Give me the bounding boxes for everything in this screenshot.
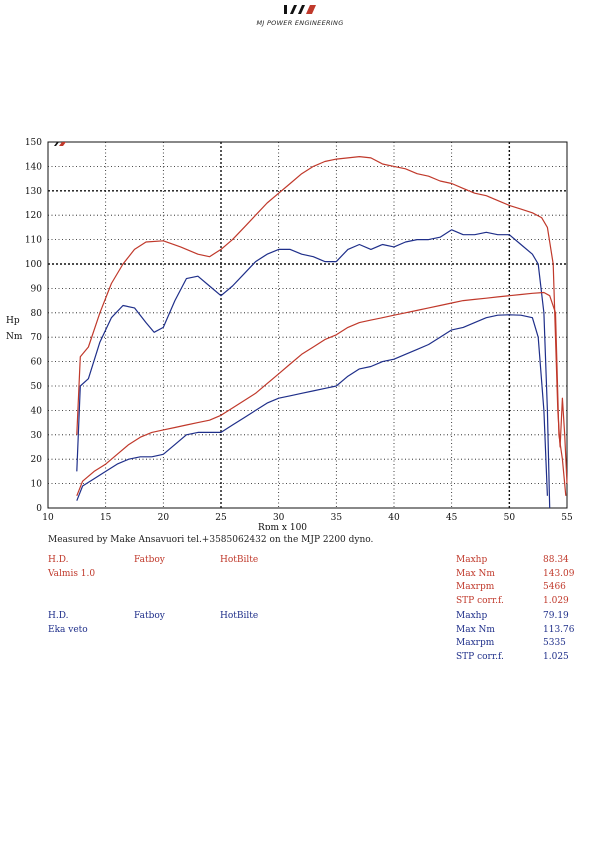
- y-tick-label: 0: [36, 504, 42, 514]
- logo-mark: [284, 5, 316, 14]
- y-tick-label: 50: [31, 382, 43, 392]
- run1-stat-labels: Maxhp Max Nm Maxrpm STP corr.f.: [456, 554, 504, 608]
- y-tick-label: 90: [31, 284, 43, 294]
- y-tick-label: 130: [25, 187, 42, 197]
- series-line: [76, 314, 548, 501]
- run2-model: Fatboy: [134, 611, 165, 621]
- run2-tag: HotBilte: [220, 611, 259, 621]
- x-tick-label: 30: [273, 513, 285, 523]
- run2-stat-label: Maxrpm: [456, 638, 495, 648]
- run1-stat-values: 88.34 143.09 5466 1.029: [543, 554, 575, 608]
- y-tick-label: 60: [31, 358, 43, 368]
- series-line: [76, 291, 567, 497]
- x-tick-label: 25: [215, 513, 227, 523]
- x-tick-label: 45: [446, 513, 458, 523]
- logo-bar-3: [298, 5, 305, 14]
- x-tick-label: 55: [561, 513, 573, 523]
- x-tick-label: 15: [100, 513, 112, 523]
- y-tick-label: 140: [25, 162, 42, 172]
- run1-name: Valmis 1.0: [48, 569, 96, 579]
- y-tick-label: 40: [31, 406, 43, 416]
- x-tick-label: 20: [158, 513, 170, 523]
- logo-bar-4: [306, 5, 316, 14]
- run2-stat-label: Max Nm: [456, 624, 495, 635]
- y-tick-label: 20: [31, 455, 43, 465]
- x-axis-label: Rpm x 100: [258, 523, 307, 530]
- y-tick-label: 150: [25, 138, 42, 148]
- x-tick-label: 35: [331, 513, 343, 523]
- series-line: [76, 156, 568, 484]
- run1-tag: HotBilte: [220, 555, 259, 565]
- plot-frame: [47, 141, 568, 509]
- run2-stat-value: 79.19: [543, 611, 569, 621]
- run2-stat-label: STP corr.f.: [456, 651, 504, 662]
- plot-logo-mark: [59, 142, 66, 146]
- run1-stat-label: Max Nm: [456, 568, 495, 579]
- run1-model: Fatboy: [134, 555, 165, 565]
- run2-stat-value: 113.76: [543, 624, 575, 635]
- run2-stat-value: 5335: [543, 638, 566, 648]
- run2-stat-value: 1.025: [543, 651, 569, 662]
- logo-bar-2: [290, 5, 297, 14]
- run2-stat-labels: Maxhp Max Nm Maxrpm STP corr.f.: [456, 610, 504, 664]
- y-tick-label: 120: [25, 211, 42, 221]
- y-tick-label: 80: [31, 309, 43, 319]
- run1-stat-label: Maxhp: [456, 555, 488, 565]
- y-axis-label: Hp: [6, 316, 20, 326]
- y-tick-label: 100: [25, 260, 42, 270]
- y-tick-label: 70: [31, 333, 43, 343]
- x-tick-label: 10: [42, 513, 54, 523]
- run2-make: H.D.: [48, 611, 69, 621]
- measured-note: Measured by Make Ansavuori tel.+35850624…: [48, 535, 374, 545]
- plot-logo-mark: [54, 142, 59, 146]
- logo-text: MJ POWER ENGINEERING: [256, 19, 344, 27]
- logo-bar-1: [284, 5, 287, 14]
- run1-stat-value: 88.34: [543, 555, 569, 565]
- run1-make: H.D.: [48, 555, 69, 565]
- y-tick-label: 30: [31, 431, 43, 441]
- y-axis-label: Nm: [6, 332, 23, 342]
- x-tick-label: 40: [388, 513, 400, 523]
- run2-stat-label: Maxhp: [456, 611, 488, 621]
- series-line: [76, 229, 551, 509]
- y-tick-label: 10: [31, 480, 43, 490]
- run2-stat-values: 79.19 113.76 5335 1.025: [543, 610, 575, 664]
- y-tick-label: 110: [25, 236, 42, 246]
- run1-stat-value: 5466: [543, 582, 566, 592]
- run1-stat-value: 143.09: [543, 568, 575, 579]
- logo: MJ POWER ENGINEERING: [245, 2, 355, 32]
- run2-name: Eka veto: [48, 625, 88, 635]
- run1-stat-value: 1.029: [543, 595, 569, 606]
- run1-stat-label: STP corr.f.: [456, 595, 504, 606]
- run1-stat-label: Maxrpm: [456, 582, 495, 592]
- x-tick-label: 50: [504, 513, 516, 523]
